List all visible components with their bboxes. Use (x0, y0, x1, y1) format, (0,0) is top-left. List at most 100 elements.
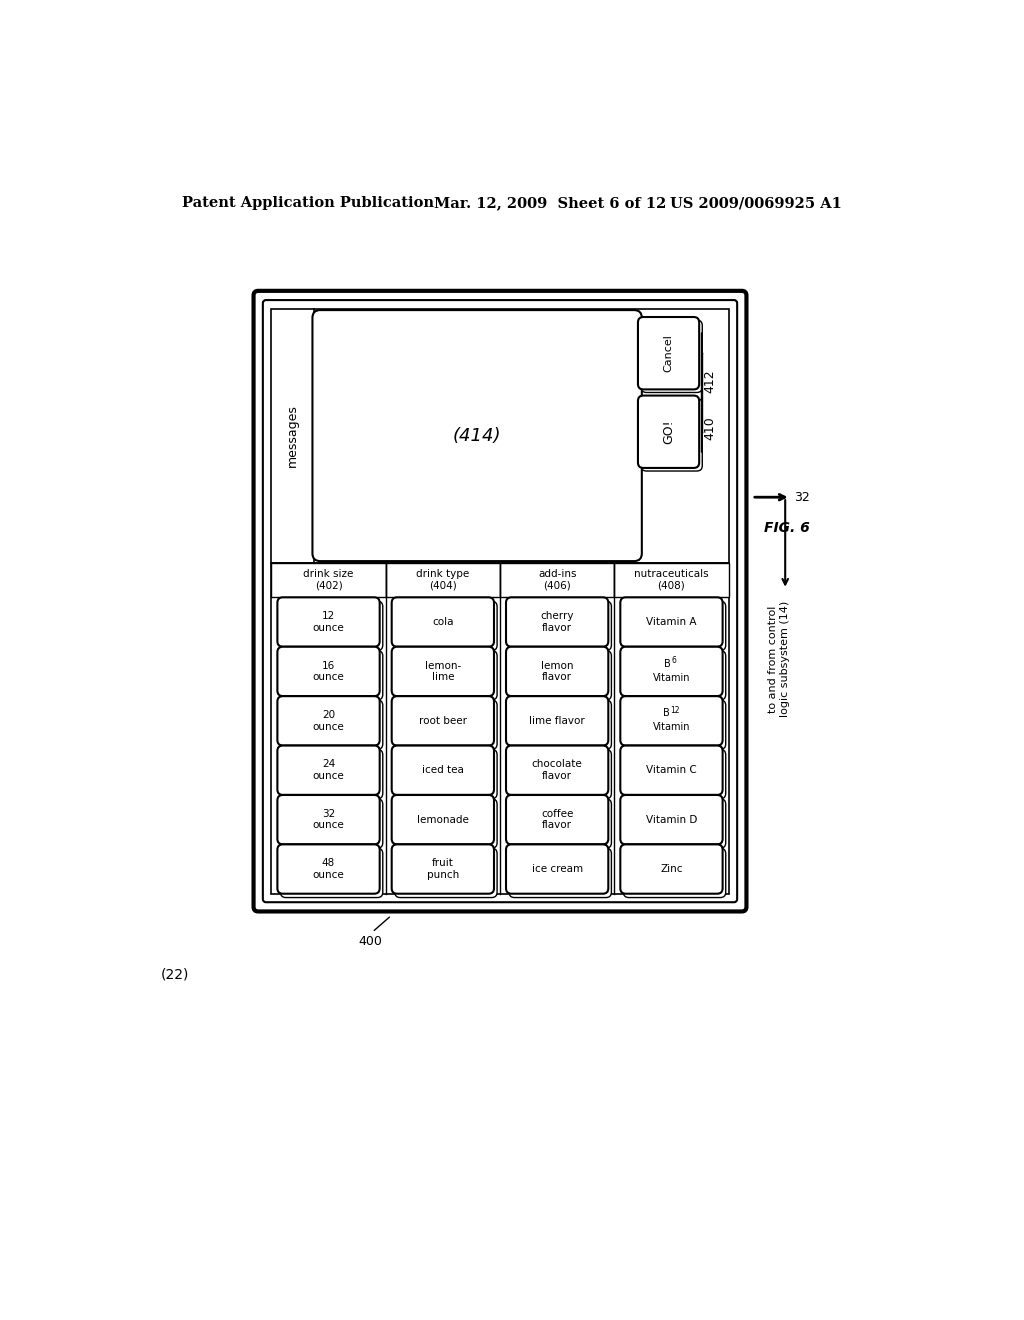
Text: FIG. 6: FIG. 6 (764, 521, 810, 535)
FancyBboxPatch shape (281, 601, 383, 651)
FancyBboxPatch shape (392, 696, 494, 746)
FancyBboxPatch shape (281, 700, 383, 750)
FancyBboxPatch shape (641, 321, 702, 392)
Text: Zinc: Zinc (660, 865, 683, 874)
FancyBboxPatch shape (395, 849, 497, 898)
Text: ice cream: ice cream (531, 865, 583, 874)
FancyBboxPatch shape (395, 799, 497, 849)
FancyBboxPatch shape (506, 746, 608, 795)
Text: 20
ounce: 20 ounce (312, 710, 344, 731)
Bar (271, 562, 729, 894)
Text: 412: 412 (703, 370, 716, 393)
FancyBboxPatch shape (281, 799, 383, 849)
FancyBboxPatch shape (506, 696, 608, 746)
Text: Vitamin C: Vitamin C (646, 766, 697, 775)
FancyBboxPatch shape (509, 750, 611, 799)
FancyBboxPatch shape (392, 746, 494, 795)
FancyBboxPatch shape (624, 700, 726, 750)
FancyBboxPatch shape (621, 845, 723, 894)
Bar (386, 562, 500, 597)
Text: B: B (664, 708, 670, 718)
FancyBboxPatch shape (509, 651, 611, 700)
Text: 16
ounce: 16 ounce (312, 660, 344, 682)
Text: lemonade: lemonade (417, 814, 469, 825)
FancyBboxPatch shape (506, 598, 608, 647)
FancyBboxPatch shape (312, 310, 642, 561)
Bar (271, 309, 729, 562)
FancyBboxPatch shape (509, 601, 611, 651)
Text: nutraceuticals
(408): nutraceuticals (408) (634, 569, 709, 591)
FancyBboxPatch shape (621, 746, 723, 795)
FancyBboxPatch shape (395, 750, 497, 799)
FancyBboxPatch shape (281, 750, 383, 799)
FancyBboxPatch shape (392, 795, 494, 845)
FancyBboxPatch shape (278, 696, 380, 746)
FancyBboxPatch shape (281, 651, 383, 700)
Text: cherry
flavor: cherry flavor (541, 611, 573, 632)
Text: drink size
(402): drink size (402) (303, 569, 353, 591)
Bar (271, 562, 386, 597)
Text: GO!: GO! (663, 420, 675, 444)
Text: iced tea: iced tea (422, 766, 464, 775)
FancyBboxPatch shape (395, 700, 497, 750)
Text: 12
ounce: 12 ounce (312, 611, 344, 632)
Text: root beer: root beer (419, 715, 467, 726)
Bar (500, 562, 614, 597)
FancyBboxPatch shape (621, 795, 723, 845)
Text: coffee
flavor: coffee flavor (541, 809, 573, 830)
Text: 32: 32 (795, 491, 810, 504)
Text: 6: 6 (672, 656, 676, 665)
Text: lemon
flavor: lemon flavor (541, 660, 573, 682)
FancyBboxPatch shape (506, 795, 608, 845)
FancyBboxPatch shape (281, 849, 383, 898)
Bar (614, 562, 729, 597)
FancyBboxPatch shape (621, 696, 723, 746)
FancyBboxPatch shape (624, 799, 726, 849)
Text: cola: cola (432, 616, 454, 627)
FancyBboxPatch shape (278, 795, 380, 845)
FancyBboxPatch shape (509, 849, 611, 898)
FancyBboxPatch shape (509, 700, 611, 750)
Text: drink type
(404): drink type (404) (416, 569, 469, 591)
Text: Vitamin D: Vitamin D (646, 814, 697, 825)
FancyBboxPatch shape (621, 647, 723, 696)
FancyBboxPatch shape (638, 396, 699, 469)
FancyBboxPatch shape (392, 845, 494, 894)
FancyBboxPatch shape (392, 598, 494, 647)
Text: fruit
punch: fruit punch (427, 858, 459, 880)
Text: 12: 12 (670, 706, 679, 714)
Text: Cancel: Cancel (664, 334, 674, 372)
Text: messages: messages (286, 404, 299, 467)
Text: B: B (665, 659, 671, 669)
FancyBboxPatch shape (392, 647, 494, 696)
Text: 24
ounce: 24 ounce (312, 759, 344, 781)
FancyBboxPatch shape (506, 647, 608, 696)
FancyBboxPatch shape (278, 746, 380, 795)
FancyBboxPatch shape (624, 601, 726, 651)
Text: 48
ounce: 48 ounce (312, 858, 344, 880)
FancyBboxPatch shape (278, 845, 380, 894)
FancyBboxPatch shape (254, 290, 746, 911)
Text: 400: 400 (358, 935, 383, 948)
Text: Vitamin A: Vitamin A (646, 616, 696, 627)
FancyBboxPatch shape (624, 849, 726, 898)
FancyBboxPatch shape (624, 750, 726, 799)
Text: add-ins
(406): add-ins (406) (538, 569, 577, 591)
Text: Patent Application Publication: Patent Application Publication (182, 197, 434, 210)
Text: (414): (414) (453, 426, 502, 445)
Text: to and from control
logic subsystem (14): to and from control logic subsystem (14) (768, 601, 790, 717)
FancyBboxPatch shape (395, 601, 497, 651)
Text: lime flavor: lime flavor (529, 715, 585, 726)
FancyBboxPatch shape (278, 598, 380, 647)
Text: Vitamin: Vitamin (652, 673, 690, 682)
FancyBboxPatch shape (641, 399, 702, 471)
FancyBboxPatch shape (638, 317, 699, 389)
FancyBboxPatch shape (621, 598, 723, 647)
FancyBboxPatch shape (278, 647, 380, 696)
Text: 32
ounce: 32 ounce (312, 809, 344, 830)
Text: US 2009/0069925 A1: US 2009/0069925 A1 (671, 197, 843, 210)
Text: Mar. 12, 2009  Sheet 6 of 12: Mar. 12, 2009 Sheet 6 of 12 (434, 197, 667, 210)
FancyBboxPatch shape (263, 300, 737, 903)
Text: 410: 410 (703, 416, 716, 440)
FancyBboxPatch shape (509, 799, 611, 849)
